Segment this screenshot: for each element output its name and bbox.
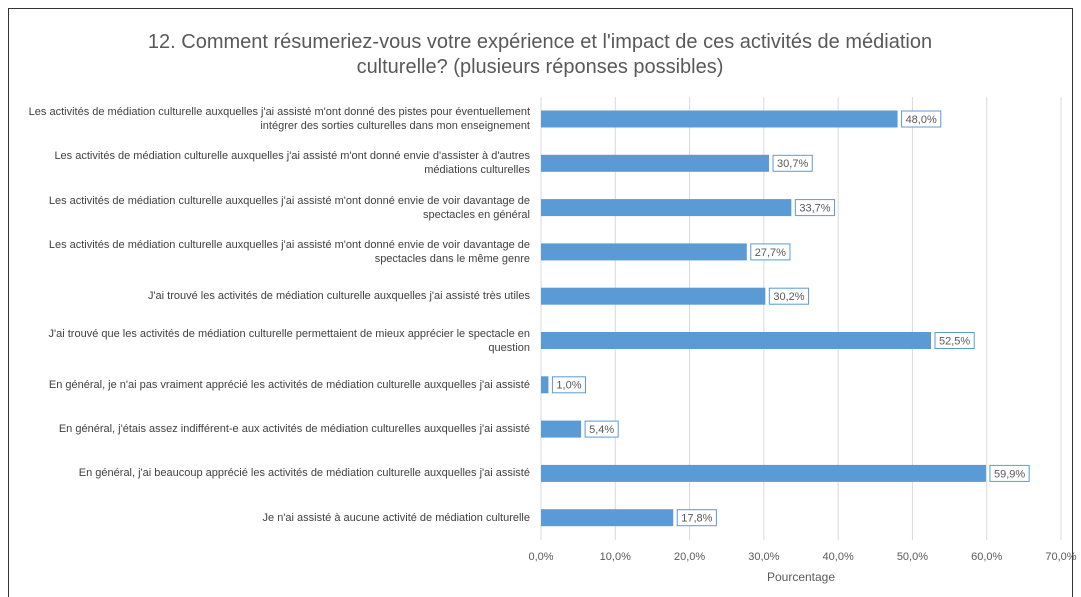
y-tick-label: Les activités de médiation culturelle au… xyxy=(48,238,530,265)
bar xyxy=(541,110,898,128)
bar xyxy=(541,332,931,349)
data-label-box xyxy=(750,243,791,261)
data-label-box xyxy=(676,509,717,527)
chart-title: 12. Comment résumeriez-vous votre expéri… xyxy=(147,31,933,78)
y-tick-label: En général, j'étais assez indifférent-e … xyxy=(58,423,530,436)
data-label-box xyxy=(584,420,619,438)
data-label-box xyxy=(794,199,836,217)
data-label: 5,4% xyxy=(589,424,614,436)
x-tick-label: 10,0% xyxy=(600,551,631,563)
data-label: 27,7% xyxy=(755,247,786,259)
data-label-box xyxy=(772,154,813,172)
bar xyxy=(541,243,747,261)
chart-frame xyxy=(8,8,1073,597)
y-tick-label: J'ai trouvé les activités de médiation c… xyxy=(147,290,530,303)
data-label: 59,9% xyxy=(994,468,1025,480)
data-label-box xyxy=(934,332,975,349)
y-tick-label: J'ai trouvé que les activités de médiati… xyxy=(48,327,530,354)
x-tick-label: 50,0% xyxy=(897,551,928,563)
bar xyxy=(541,509,674,527)
y-tick-label: Les activités de médiation culturelle au… xyxy=(54,150,530,177)
bar xyxy=(541,464,986,482)
data-label-box xyxy=(901,110,942,128)
y-tick-label: En général, j'ai beaucoup apprécié les a… xyxy=(78,467,530,480)
data-label: 33,7% xyxy=(799,203,830,215)
x-tick-label: 60,0% xyxy=(971,551,1002,563)
y-tick-label: Les activités de médiation culturelle au… xyxy=(48,194,530,221)
data-label: 52,5% xyxy=(939,335,970,347)
bar xyxy=(541,420,582,438)
bar xyxy=(541,287,766,305)
data-label: 1,0% xyxy=(556,380,581,392)
x-tick-label: 20,0% xyxy=(674,551,705,563)
y-tick-label: Les activités de médiation culturelle au… xyxy=(28,106,530,132)
bar xyxy=(541,376,549,394)
bar xyxy=(541,199,792,217)
x-tick-label: 70,0% xyxy=(1045,551,1076,563)
x-tick-label: 30,0% xyxy=(748,551,779,563)
data-label: 48,0% xyxy=(906,114,937,126)
y-tick-label: En général, je n'ai pas vraiment appréci… xyxy=(48,378,530,391)
data-label-box xyxy=(551,376,587,394)
y-tick-label: Je n'ai assisté à aucune activité de méd… xyxy=(262,511,530,524)
data-label: 17,8% xyxy=(681,513,712,525)
data-label-box xyxy=(768,287,810,305)
x-tick-label: 40,0% xyxy=(823,551,854,563)
x-tick-label: 0,0% xyxy=(528,551,553,563)
x-axis-label: Pourcentage xyxy=(767,570,835,584)
data-label-box xyxy=(989,464,1030,482)
data-label: 30,2% xyxy=(773,291,804,303)
bar xyxy=(541,154,770,172)
data-label: 30,7% xyxy=(777,158,808,170)
